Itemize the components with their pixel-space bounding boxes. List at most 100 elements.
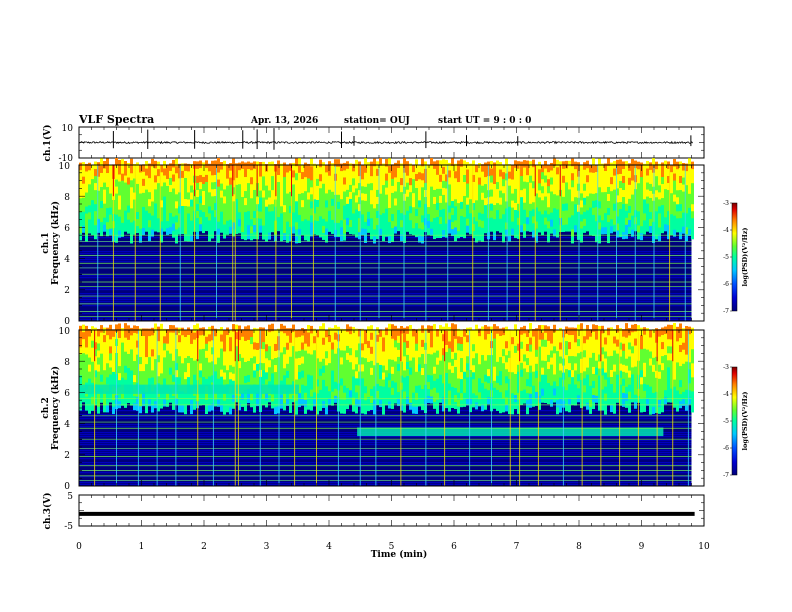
spectrogram-cell [463, 216, 466, 225]
spectrogram-cell [562, 182, 565, 190]
spectrogram-cell [544, 224, 547, 232]
spectrogram-cell [463, 202, 466, 211]
spectrogram-cell [340, 356, 343, 365]
spectrogram-cell [172, 166, 175, 175]
spectrogram-cell [316, 350, 319, 359]
spectrogram-cell [148, 184, 151, 193]
spectrogram-cell [271, 372, 274, 381]
spectrogram-cell [550, 385, 553, 393]
spectrogram-cell [88, 190, 91, 199]
spectrogram-cell [685, 198, 688, 207]
spectrogram-cell [160, 358, 163, 367]
spectrogram-cell [616, 332, 619, 340]
spectrogram-cell [442, 173, 445, 181]
spectrogram-cell [460, 336, 463, 345]
spectrogram-cell [400, 205, 403, 214]
spectrogram-cell [211, 216, 214, 225]
spectrogram-cell [91, 361, 94, 369]
spectrogram-cell [430, 381, 433, 390]
spectrogram-cell [403, 327, 406, 336]
spectrogram-cell [157, 189, 160, 198]
spectrogram-cell [589, 221, 592, 229]
spectrogram-cell [484, 353, 487, 361]
spectrogram-cell [346, 210, 349, 218]
spectrogram-cell [454, 219, 457, 228]
spectrogram-cell [394, 374, 397, 383]
spectrogram-cell [568, 181, 571, 190]
spectrogram-cell [268, 366, 271, 375]
spectrogram-cell [130, 327, 133, 336]
spectrogram-cell [310, 360, 313, 369]
spectrogram-cell [457, 370, 460, 379]
spectrogram-cell [328, 196, 331, 204]
spectrogram-cell [427, 381, 430, 389]
spectrogram-cell [265, 185, 268, 193]
spectrogram-cell [361, 377, 364, 386]
spectrogram-cell [190, 350, 193, 358]
spectrogram-cell [397, 195, 400, 204]
spectrogram-cell [469, 390, 472, 399]
spectrogram-cell [451, 386, 454, 394]
spectrogram-cell [151, 348, 154, 357]
spectrogram-cell [589, 185, 592, 194]
spectrogram-cell [220, 190, 223, 198]
spectrogram-cell [331, 212, 334, 220]
spectrogram-cell [478, 384, 481, 393]
spectrogram-cell [202, 197, 205, 206]
spectrogram-cell [286, 164, 289, 173]
spectrogram-cell [370, 325, 373, 333]
spectrogram-cell [550, 399, 553, 407]
spectrogram-cell [607, 327, 610, 336]
spectrogram-cell [574, 182, 577, 191]
spectrogram-cell [394, 183, 397, 192]
spectrogram-cell [631, 324, 634, 333]
spectrogram-cell [559, 327, 562, 336]
spectrogram-cell [364, 385, 367, 394]
spectrogram-cell [367, 340, 370, 348]
spectrogram-cell [106, 214, 109, 223]
spectrogram-cell [133, 374, 136, 383]
spectrogram-cell [496, 333, 499, 341]
spectrogram-cell [151, 362, 154, 371]
spectrogram-cell [583, 398, 586, 407]
spectrogram-cell [658, 336, 661, 344]
spectrogram-cell [208, 326, 211, 335]
spectrogram-cell [619, 356, 622, 364]
spectrogram-cell [382, 343, 385, 352]
spectrogram-cell [343, 233, 346, 241]
spectrogram-cell [121, 328, 124, 336]
spectrogram-cell [316, 385, 319, 394]
spectrogram-cell [304, 364, 307, 372]
spectrogram-cell [163, 356, 166, 365]
spectrogram-cell [355, 342, 358, 351]
spectrogram-cell [307, 360, 310, 368]
spectrogram-cell [397, 342, 400, 350]
spectrogram-cell [637, 196, 640, 205]
spectrogram-cell [241, 357, 244, 365]
spectrogram-cell [448, 347, 451, 356]
spectrogram-cell [541, 164, 544, 173]
spectrogram-cell [319, 389, 322, 397]
spectrogram-cell [499, 169, 502, 177]
spectrogram-cell [178, 327, 181, 336]
spectrogram-cell [295, 179, 298, 188]
spectrogram-cell [496, 174, 499, 183]
spectrogram-cell [448, 176, 451, 185]
spectrogram-cell [298, 179, 301, 187]
spectrogram-cell [691, 369, 694, 378]
spectrogram-cell [436, 399, 439, 407]
spectrogram-cell [304, 343, 307, 351]
spectrogram-cell [382, 212, 385, 221]
spectrogram-cell [169, 325, 172, 333]
spectrogram-cell [493, 345, 496, 353]
spectrogram-cell [649, 393, 652, 401]
spectrogram-cell [598, 354, 601, 362]
spectrogram-cell [172, 223, 175, 231]
spectrogram-cell [646, 363, 649, 371]
spectrogram-cell [277, 167, 280, 175]
spectrogram-cell [583, 356, 586, 365]
spectrogram-cell [247, 374, 250, 383]
spectrogram-cell [106, 327, 109, 336]
spectrogram-cell [373, 336, 376, 345]
spectrogram-cell [241, 364, 244, 372]
